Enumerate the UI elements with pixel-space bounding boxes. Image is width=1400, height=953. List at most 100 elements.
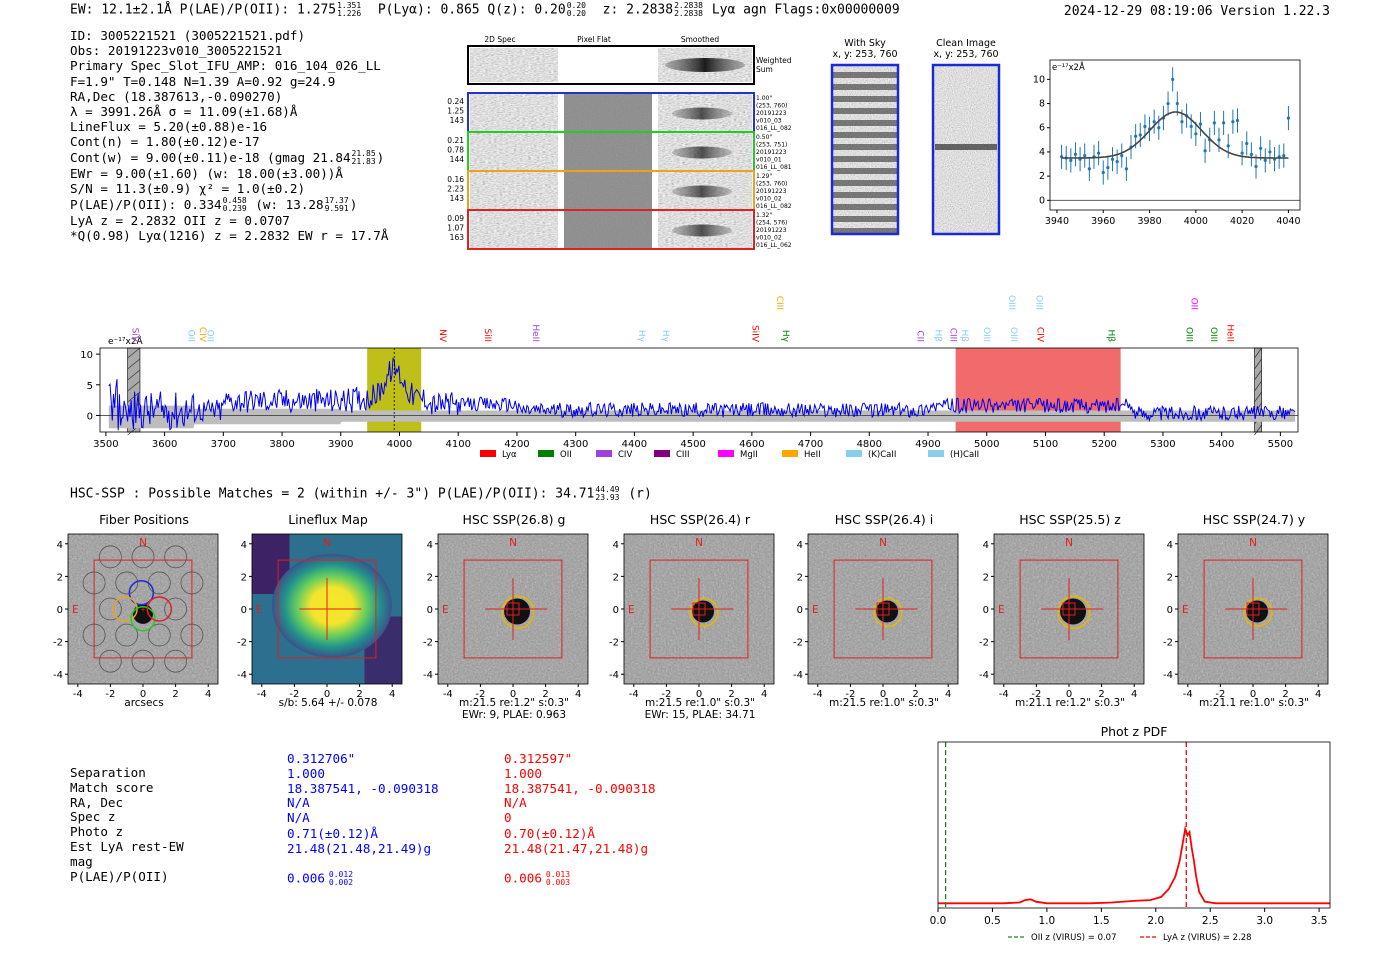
source-core [1060, 598, 1087, 625]
thumb-image: N E -4 -4 -2 -2 0 0 2 2 4 4 [1163, 533, 1329, 700]
x-tick-label: -2 [661, 689, 671, 700]
y-tick-label: -4 [237, 670, 247, 681]
x-tick-label: 0 [140, 689, 146, 700]
search-box [649, 559, 749, 659]
zoom-spectrum-chart: 3940 3960 3980 4000 4020 4040 0 2 4 6 8 10 e⁻¹⁷x2Å [1033, 59, 1301, 227]
data-point [1152, 120, 1156, 124]
x-tick-label: 1.0 [1039, 915, 1056, 927]
match-value: 0.312706" [287, 751, 439, 767]
data-point [1175, 101, 1179, 106]
legend-label: MgII [740, 450, 758, 460]
row-num: 0.16 [447, 175, 464, 184]
row-info: 016_LL_082 [756, 125, 792, 132]
data-point [1282, 153, 1286, 158]
row-num: 0.09 [447, 214, 464, 223]
y-tick-label: 0 [983, 605, 989, 616]
x-tick-label: 1.5 [1093, 915, 1110, 927]
spectrum-line [108, 357, 1296, 431]
line-id-label: NV [437, 329, 447, 343]
x-tick-label: 3980 [1137, 216, 1161, 227]
data-point [1073, 152, 1078, 156]
x-tick-label: 2.0 [1147, 915, 1164, 927]
sky-clean-panel: With Sky x, y: 253, 760 Clean Image x, y… [830, 38, 1001, 236]
match-value-text: 18.387541, -0.090318 [504, 780, 656, 796]
thumb-hsc: HSC SSP(25.5) z N E -4 -4 -2 -2 0 0 2 2 4 4 m:21.1 re… [978, 512, 1162, 724]
line-id-label: SiV [129, 328, 139, 343]
match-value-text: 1.000 [504, 765, 542, 781]
line-id-label: CII [914, 330, 924, 342]
row-num: 1.07 [447, 224, 464, 233]
info-line: LineFlux = 5.20(±0.88)e-16 [70, 119, 268, 135]
match-value-text: N/A [287, 795, 310, 811]
thumb-image: N E -4 -4 -2 -2 0 0 2 2 4 4 [237, 533, 403, 700]
z-lo: 2.2838 [674, 9, 703, 18]
hatch-line [127, 380, 141, 392]
y-tick-label: 4 [241, 540, 247, 551]
info-line: Cont(n) = 1.80(±0.12)e-17 [70, 134, 260, 150]
y-tick-label: -2 [53, 638, 63, 649]
row-info: v010_01 [756, 157, 782, 164]
hatch-line [1254, 347, 1262, 359]
col-title-pixelflat: Pixel Flat [577, 35, 611, 44]
row-info: v010_02 [756, 196, 782, 203]
match-value: 0.70(±0.12)Å [504, 826, 656, 842]
x-tick-label: 4 [1315, 689, 1321, 700]
x-tick-label: 5300 [1150, 439, 1175, 450]
plot-frame [1049, 59, 1301, 211]
x-tick-label: 4000 [1184, 216, 1208, 227]
x-tick-label: -2 [845, 689, 855, 700]
x-tick-label: 4 [761, 689, 767, 700]
row-info: 1.00" [756, 95, 772, 102]
y-tick-label: 2 [427, 572, 433, 583]
match-value-text: 0.71(±0.12)Å [287, 825, 378, 841]
legend-lya: LyA z (VIRUS) = 2.28 [1163, 933, 1252, 943]
row-num: 0.78 [447, 146, 464, 155]
search-box [1019, 559, 1119, 659]
data-point [1231, 120, 1235, 124]
thumb-lineflux: Lineflux Map N E -4 -4 -2 -2 0 0 2 2 4 4 s/b: 5.64 +/… [236, 512, 420, 724]
info-line: LyA z = 2.2832 OII z = 0.0707 [70, 213, 290, 229]
thumb-title: Fiber Positions [99, 512, 189, 527]
match-value: N/A [287, 810, 439, 826]
fiber-green [130, 606, 156, 632]
plae-w-lo: 9.591 [324, 204, 349, 214]
data-point [1180, 120, 1184, 124]
row-info: v010_03 [756, 118, 782, 125]
thumb-caption: arcsecs [124, 697, 164, 709]
thumb-image: + N E -4 -4 -2 -2 0 0 2 2 4 4 [53, 533, 219, 700]
center-box [1246, 602, 1260, 616]
data-point [1106, 166, 1110, 170]
line-id-label: HeII [1225, 324, 1235, 342]
fiber-circle [131, 649, 155, 673]
x-tick-label: -2 [1215, 689, 1225, 700]
east-label: E [998, 604, 1005, 616]
y-tick-label: 4 [427, 540, 433, 551]
thumb-title: HSC SSP(26.4) i [834, 512, 934, 527]
aperture-circle [1057, 595, 1091, 630]
y-tick-label: 0 [797, 605, 803, 616]
sky-coords: x, y: 253, 760 [832, 49, 897, 60]
match-label: RA, Dec [70, 794, 124, 810]
row-pixelflat-noise [564, 211, 652, 248]
header-plae-bounds: 1.351 1.226 [337, 2, 361, 18]
x-tick-label: 2 [356, 689, 362, 700]
photz-title: Phot z PDF [1101, 724, 1168, 739]
data-point [1138, 133, 1142, 137]
row-info: (253, 751) [756, 142, 787, 149]
hatch-line [127, 358, 141, 370]
x-tick-label: 4600 [739, 439, 764, 450]
row-info: 1.32" [756, 212, 772, 219]
plae-w-hi: 17.37 [324, 196, 349, 206]
line-id-label: OIII [1008, 327, 1018, 342]
y-tick-label: 0 [1039, 195, 1045, 206]
legend-oii: OII z (VIRUS) = 0.07 [1031, 933, 1117, 943]
hatch-line [1254, 358, 1262, 370]
fiber-circle [115, 571, 139, 595]
pdf-curve [938, 825, 1330, 905]
thumb-title: Lineflux Map [288, 512, 368, 527]
x-tick-label: -4 [999, 689, 1009, 700]
y-tick-label: -4 [53, 670, 63, 681]
x-tick-label: 3.5 [1311, 915, 1328, 927]
match-value-text: 0 [504, 810, 512, 826]
x-tick-label: -2 [105, 689, 115, 700]
